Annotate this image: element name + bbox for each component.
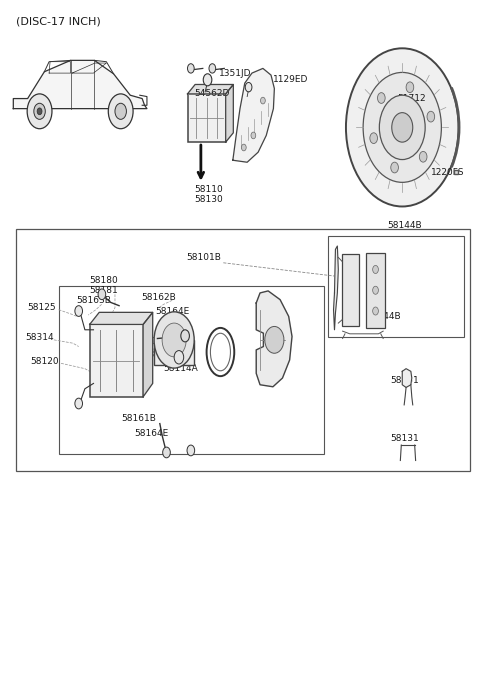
Text: 54562D: 54562D — [195, 90, 230, 98]
Bar — [366, 253, 385, 328]
Text: 58163B: 58163B — [76, 297, 111, 306]
Bar — [16, 229, 470, 470]
Circle shape — [34, 103, 45, 119]
Text: 58180: 58180 — [90, 277, 119, 285]
Circle shape — [162, 323, 186, 357]
Polygon shape — [226, 85, 233, 142]
Text: 58131: 58131 — [390, 434, 419, 443]
Circle shape — [363, 73, 442, 182]
Text: 58101B: 58101B — [187, 253, 222, 262]
Text: 58125: 58125 — [28, 303, 56, 312]
Text: 58164E: 58164E — [134, 429, 169, 438]
Circle shape — [377, 93, 385, 104]
Bar — [90, 324, 143, 397]
Bar — [328, 236, 464, 336]
Text: 58120: 58120 — [30, 357, 59, 367]
Circle shape — [154, 312, 194, 368]
Circle shape — [391, 162, 398, 173]
Circle shape — [346, 48, 458, 207]
Polygon shape — [188, 85, 233, 94]
Circle shape — [174, 351, 184, 364]
Text: 58131: 58131 — [390, 376, 419, 384]
Circle shape — [27, 94, 52, 129]
Circle shape — [37, 108, 42, 114]
Circle shape — [187, 445, 195, 456]
Bar — [154, 340, 194, 365]
Circle shape — [203, 74, 212, 86]
Text: 58164E: 58164E — [155, 307, 189, 316]
Polygon shape — [143, 312, 153, 397]
Bar — [342, 254, 359, 326]
Text: 58181: 58181 — [90, 287, 119, 295]
Text: 58144B: 58144B — [387, 221, 422, 230]
Circle shape — [372, 286, 378, 294]
Circle shape — [241, 144, 246, 151]
Text: 58314: 58314 — [25, 333, 54, 343]
Circle shape — [188, 64, 194, 73]
Circle shape — [75, 398, 83, 409]
Text: 51712: 51712 — [397, 94, 426, 103]
Text: 58110: 58110 — [194, 184, 223, 194]
Polygon shape — [233, 69, 275, 162]
Circle shape — [181, 330, 190, 342]
Circle shape — [108, 94, 133, 129]
Circle shape — [372, 307, 378, 315]
Circle shape — [75, 306, 83, 316]
Circle shape — [115, 103, 126, 119]
Polygon shape — [13, 61, 147, 108]
Circle shape — [209, 64, 216, 73]
Circle shape — [245, 83, 252, 92]
Circle shape — [370, 133, 377, 143]
Text: 58130: 58130 — [194, 194, 223, 204]
Circle shape — [406, 82, 414, 93]
Circle shape — [261, 97, 265, 104]
Circle shape — [392, 112, 413, 142]
Text: 1351JD: 1351JD — [218, 69, 251, 77]
Text: 58162B: 58162B — [142, 293, 176, 302]
Circle shape — [251, 132, 256, 139]
Polygon shape — [402, 369, 412, 388]
Circle shape — [427, 111, 435, 122]
Circle shape — [420, 151, 427, 162]
Circle shape — [372, 265, 378, 273]
Bar — [188, 94, 226, 142]
Circle shape — [98, 289, 106, 299]
Text: 58114A: 58114A — [163, 363, 198, 372]
Polygon shape — [90, 312, 153, 324]
Text: 58113: 58113 — [143, 350, 172, 359]
Text: 58112: 58112 — [141, 337, 169, 347]
Polygon shape — [256, 291, 292, 387]
Text: 1220FS: 1220FS — [431, 168, 464, 177]
Text: 1129ED: 1129ED — [274, 75, 309, 84]
Polygon shape — [334, 246, 338, 330]
Bar — [59, 286, 324, 454]
Circle shape — [379, 95, 425, 160]
Text: 58144B: 58144B — [366, 312, 400, 321]
Circle shape — [265, 326, 284, 353]
Circle shape — [163, 447, 170, 458]
Text: 58161B: 58161B — [121, 414, 156, 423]
Text: (DISC-17 INCH): (DISC-17 INCH) — [16, 16, 100, 26]
